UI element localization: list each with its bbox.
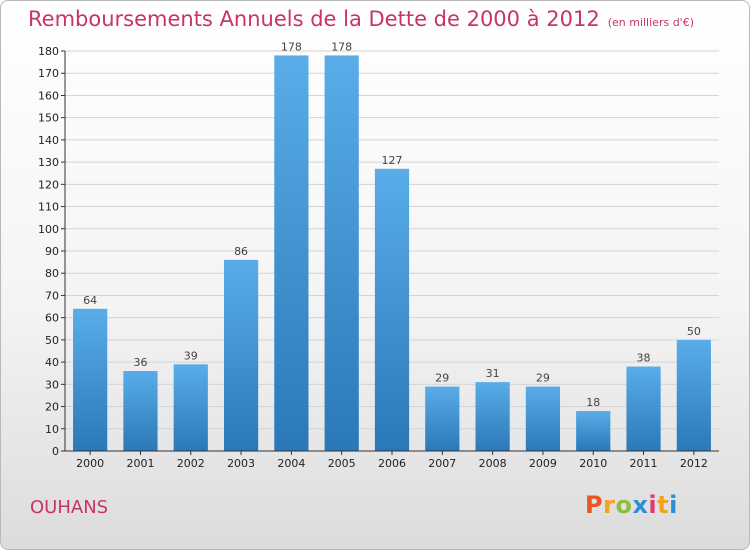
data-label-2005: 178: [331, 40, 352, 53]
y-tick-label: 120: [38, 178, 59, 191]
data-label-2012: 50: [687, 325, 701, 338]
y-tick-label: 40: [45, 356, 59, 369]
bar-2012: [676, 339, 711, 451]
logo-letter: t: [657, 491, 670, 519]
data-label-2011: 38: [637, 352, 651, 365]
bar-2009: [525, 386, 561, 451]
x-tick-label-2009: 2009: [529, 457, 557, 470]
data-label-2001: 36: [133, 356, 147, 369]
logo-letter: i: [669, 491, 678, 519]
x-tick-label-2000: 2000: [76, 457, 104, 470]
x-tick-label-2010: 2010: [579, 457, 607, 470]
data-label-2004: 178: [281, 40, 302, 53]
y-tick-label: 170: [38, 67, 59, 80]
bar-2002: [173, 364, 208, 451]
y-tick-label: 10: [45, 423, 59, 436]
y-tick-label: 70: [45, 289, 59, 302]
title-text: Remboursements Annuels de la Dette de 20…: [28, 7, 600, 31]
x-tick-label-2012: 2012: [680, 457, 708, 470]
y-tick-label: 20: [45, 401, 59, 414]
data-label-2003: 86: [234, 245, 248, 258]
x-tick-label-2002: 2002: [177, 457, 205, 470]
x-tick-label-2011: 2011: [630, 457, 658, 470]
axes: 0 10 20 30 40 50 60 70 80 90 100 110 120 130 140 150 160…: [38, 45, 719, 470]
bar-2011: [626, 366, 661, 451]
bar-2005: [324, 55, 359, 451]
y-tick-label: 110: [38, 201, 59, 214]
bar-2001: [123, 371, 158, 451]
chart-subtitle: (en milliers d'€): [607, 16, 694, 29]
y-tick-label: 160: [38, 89, 59, 102]
x-tick-label-2008: 2008: [479, 457, 507, 470]
commune-name: OUHANS: [30, 497, 109, 518]
x-tick-label-2007: 2007: [428, 457, 456, 470]
bar-2003: [223, 259, 259, 451]
y-tick-label: 0: [52, 445, 59, 458]
data-label-2000: 64: [83, 294, 97, 307]
bar-2008: [475, 382, 510, 451]
bar-2010: [576, 411, 611, 451]
data-label-2006: 127: [382, 154, 403, 167]
bar-2007: [425, 386, 460, 451]
y-tick-label: 80: [45, 267, 59, 280]
bars: 64 36 39 86 178 178 127 29 31 29 18 38 50: [73, 40, 711, 451]
proxiti-logo: Proxiti: [585, 491, 678, 519]
y-tick-label: 150: [38, 112, 59, 125]
y-tick-label: 180: [38, 45, 59, 58]
bar-2006: [374, 168, 410, 451]
y-tick-label: 50: [45, 334, 59, 347]
logo-letter: x: [632, 491, 649, 519]
bar-2004: [274, 55, 309, 451]
logo-letter: o: [615, 491, 633, 519]
logo-letter: r: [603, 491, 616, 519]
y-tick-label: 130: [38, 156, 59, 169]
bar-2000: [73, 308, 108, 451]
data-label-2008: 31: [486, 367, 500, 380]
logo-letter: P: [585, 491, 604, 519]
x-tick-label-2003: 2003: [227, 457, 255, 470]
logo-letter: i: [648, 491, 658, 519]
y-tick-label: 60: [45, 312, 59, 325]
y-tick-label: 100: [38, 223, 59, 236]
data-label-2002: 39: [184, 349, 198, 362]
data-label-2009: 29: [536, 372, 550, 385]
data-label-2010: 18: [586, 396, 600, 409]
x-tick-label-2006: 2006: [378, 457, 406, 470]
chart-title: Remboursements Annuels de la Dette de 20…: [28, 7, 694, 31]
y-tick-label: 90: [45, 245, 59, 258]
x-tick-label-2001: 2001: [126, 457, 154, 470]
y-tick-label: 140: [38, 134, 59, 147]
x-tick-label-2004: 2004: [277, 457, 305, 470]
data-label-2007: 29: [435, 372, 449, 385]
y-tick-label: 30: [45, 378, 59, 391]
x-tick-label-2005: 2005: [328, 457, 356, 470]
